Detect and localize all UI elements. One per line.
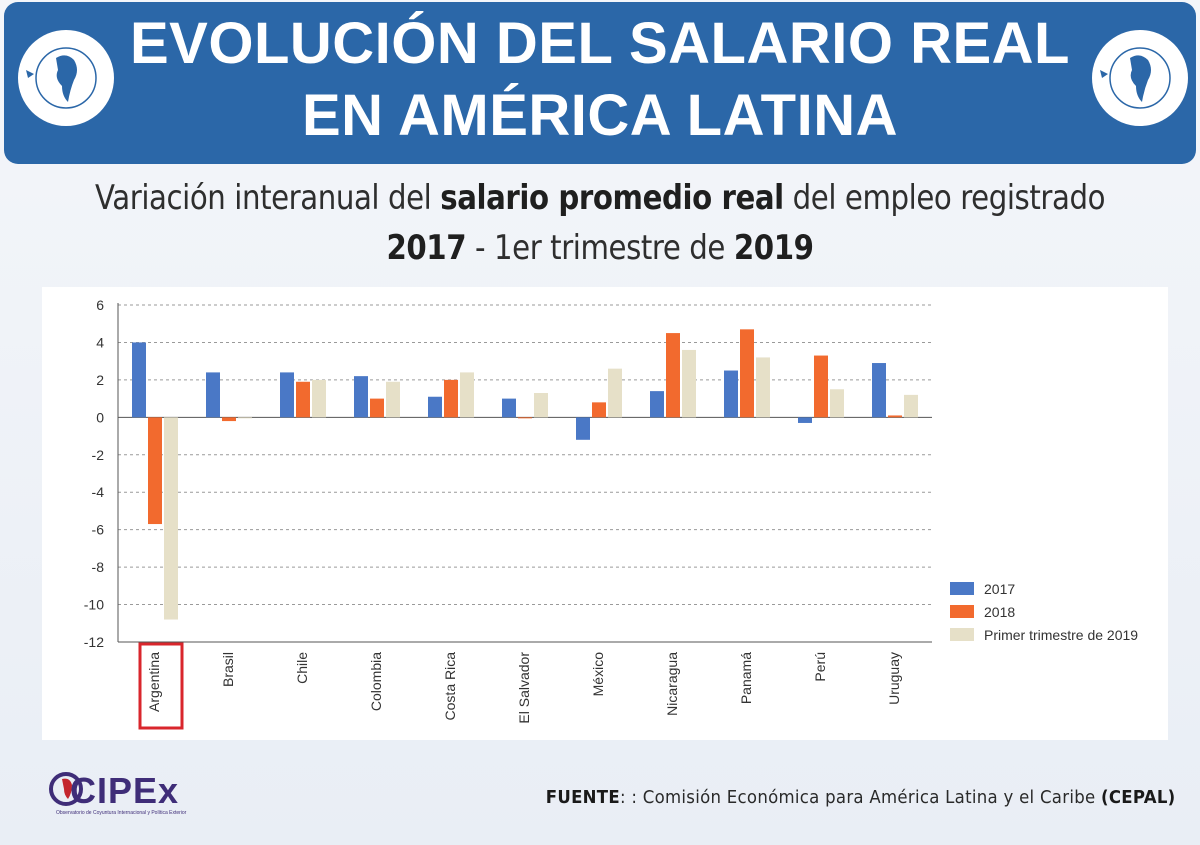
bar-primer-trimestre-de-2019-el-salvador: [534, 392, 548, 418]
cipex-logo-text: CIPEx: [70, 770, 180, 811]
bar-2018-argentina: [148, 417, 162, 525]
title-banner: EVOLUCIÓN DEL SALARIO REAL EN AMÉRICA LA…: [4, 2, 1196, 164]
x-tick-label: Colombia: [368, 652, 384, 711]
bar-2017-uruguay: [872, 363, 886, 418]
bar-2018-colombia: [370, 398, 384, 418]
bar-2018-uruguay: [888, 415, 902, 418]
x-tick-label: Perú: [812, 652, 828, 682]
observatory-seal-logo: [18, 30, 114, 126]
legend-label: Primer trimestre de 2019: [984, 627, 1138, 643]
y-tick-label: -12: [84, 634, 104, 650]
chart-subtitle-line1: Variación interanual del salario promedi…: [84, 178, 1116, 218]
x-tick-label: Chile: [294, 652, 310, 684]
x-tick-label: Brasil: [220, 652, 236, 687]
bar-primer-trimestre-de-2019-costa-rica: [460, 372, 474, 418]
cipex-logo-mark: [49, 772, 83, 806]
bar-2018-el-salvador: [518, 417, 532, 419]
source-text: : : Comisión Económica para América Lati…: [620, 787, 1102, 808]
subtitle-text: del empleo registrado: [783, 178, 1106, 218]
bar-2017-colombia: [354, 376, 368, 418]
cipex-tagline: Observatorio de Coyuntura Internacional …: [56, 810, 187, 816]
bar-primer-trimestre-de-2019-brasil: [238, 417, 252, 419]
bar-2017-costa-rica: [428, 396, 442, 418]
highlight-box-argentina: [138, 642, 184, 730]
y-tick-label: -4: [92, 484, 105, 500]
legend-label: 2017: [984, 581, 1015, 597]
y-tick-label: 0: [96, 409, 104, 425]
legend-label: 2018: [984, 604, 1015, 620]
bar-primer-trimestre-de-2019-colombia: [386, 381, 400, 418]
y-tick-label: 2: [96, 372, 104, 388]
bar-primer-trimestre-de-2019-argentina: [164, 417, 178, 620]
bar-primer-trimestre-de-2019-uruguay: [904, 394, 918, 418]
banner-title-line1: EVOLUCIÓN DEL SALARIO REAL: [130, 11, 1070, 76]
subtitle-text: Variación interanual del: [94, 178, 441, 218]
source-note: FUENTE: : Comisión Económica para Améric…: [546, 787, 1176, 808]
source-label: FUENTE: [546, 787, 621, 808]
x-tick-label: Uruguay: [886, 652, 902, 705]
y-tick-label: -10: [84, 597, 104, 613]
y-tick-label: -2: [92, 447, 105, 463]
bar-2018-costa-rica: [444, 379, 458, 418]
bar-2017-el-salvador: [502, 398, 516, 418]
bar-2018-panamá: [740, 329, 754, 418]
bar-2017-méxico: [576, 417, 590, 440]
bar-2018-chile: [296, 381, 310, 418]
bar-2017-chile: [280, 372, 294, 418]
source-org: (CEPAL): [1101, 787, 1176, 808]
y-tick-label: 4: [96, 334, 104, 350]
bar-primer-trimestre-de-2019-méxico: [608, 368, 622, 418]
bar-2017-brasil: [206, 372, 220, 418]
y-tick-label: -8: [92, 559, 105, 575]
x-tick-label: México: [590, 652, 606, 697]
subtitle-emphasis: salario promedio real: [440, 178, 784, 218]
bar-2017-argentina: [132, 342, 146, 418]
chart-panel: 6 4 2 0 -2 -4 -6 -8 -10 -12 Argentina Brasil Chile Co…: [42, 287, 1168, 740]
x-tick-label: Argentina: [146, 652, 162, 712]
bar-primer-trimestre-de-2019-perú: [830, 389, 844, 418]
bar-primer-trimestre-de-2019-panamá: [756, 357, 770, 418]
bar-primer-trimestre-de-2019-chile: [312, 379, 326, 418]
observatory-seal-logo: [1092, 30, 1188, 126]
bar-2018-brasil: [222, 417, 236, 422]
bar-2017-panamá: [724, 370, 738, 418]
x-tick-label: El Salvador: [516, 652, 532, 724]
bar-primer-trimestre-de-2019-nicaragua: [682, 349, 696, 418]
legend-swatch: [950, 582, 974, 595]
subtitle-text: - 1er trimestre de: [466, 228, 734, 268]
chart-subtitle-line2: 2017 - 1er trimestre de 2019: [84, 228, 1116, 268]
y-tick-label: -6: [92, 522, 105, 538]
x-tick-label: Panamá: [738, 652, 754, 704]
bar-chart: 6 4 2 0 -2 -4 -6 -8 -10 -12 Argentina Brasil Chile Co…: [84, 297, 1138, 730]
legend-swatch: [950, 605, 974, 618]
x-tick-label: Costa Rica: [442, 652, 458, 721]
bar-2017-perú: [798, 417, 812, 423]
y-tick-label: 6: [96, 297, 104, 313]
x-tick-label: Nicaragua: [664, 652, 680, 716]
bar-2018-méxico: [592, 402, 606, 418]
banner-title-line2: EN AMÉRICA LATINA: [302, 83, 898, 148]
legend-swatch: [950, 628, 974, 641]
bar-2017-nicaragua: [650, 391, 664, 418]
banner-title: EVOLUCIÓN DEL SALARIO REAL EN AMÉRICA LA…: [114, 8, 1086, 152]
subtitle-year-end: 2019: [733, 228, 814, 268]
subtitle-year-start: 2017: [386, 228, 467, 268]
bar-2018-perú: [814, 355, 828, 418]
bar-2018-nicaragua: [666, 333, 680, 418]
